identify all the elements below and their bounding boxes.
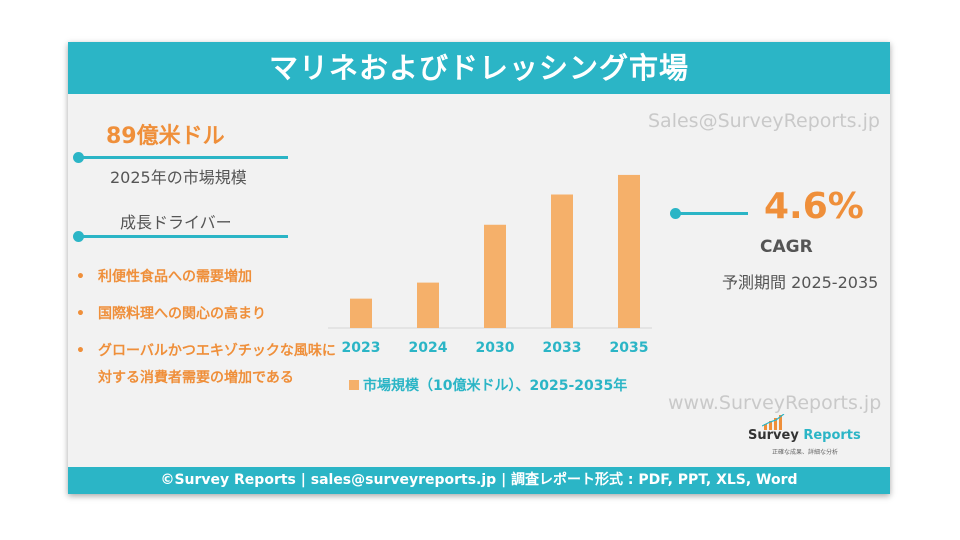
logo-tagline: 正確な成果、詳細な分析 (772, 449, 839, 456)
x-tick-label: 2030 (476, 340, 515, 356)
infographic-card (68, 42, 890, 494)
bar-2023 (350, 298, 372, 328)
driver-item: • グローバルかつエキゾチックな風味に対する消費者需要の増加である (76, 338, 338, 392)
x-tick-label: 2033 (543, 340, 582, 356)
bar-2030 (484, 224, 506, 328)
legend-swatch-icon (349, 380, 359, 390)
market-divider (78, 156, 288, 159)
cagr-dot-icon (670, 208, 681, 219)
logo-name-part2: Reports (803, 428, 861, 443)
page-title: マリネおよびドレッシング市場 (68, 42, 890, 94)
chart-tick-labels: 2023 2024 2030 2033 2035 (342, 340, 649, 356)
market-size-bar-chart: 2023 2024 2030 2033 2035 (328, 174, 652, 356)
driver-text: 利便性食品への需要増加 (98, 269, 252, 285)
chart-legend: 市場規模（10億米ドル）、2025-2035年 (349, 375, 627, 395)
bar-2035 (618, 174, 640, 328)
driver-item: • 利便性食品への需要増加 (76, 264, 338, 291)
legend-label: 市場規模（10億米ドル）、2025-2035年 (363, 378, 628, 394)
bar-2033 (551, 194, 573, 328)
cagr-connector (676, 212, 748, 215)
logo-wordmark: Survey Reports (748, 428, 861, 443)
x-tick-label: 2035 (610, 340, 649, 356)
driver-item: • 国際料理への関心の高まり (76, 301, 338, 328)
driver-text: グローバルかつエキゾチックな風味に対する消費者需要の増加である (98, 343, 336, 386)
driver-text: 国際料理への関心の高まり (98, 306, 266, 322)
survey-reports-logo: Survey Reports 正確な成果、詳細な分析 (748, 414, 868, 460)
chart-bars (350, 174, 640, 328)
cagr-value: 4.6% (764, 186, 864, 227)
driver-list: • 利便性食品への需要増加 • 国際料理への関心の高まり • グローバルかつエキゾチッ… (76, 264, 338, 402)
market-size-label: 2025年の市場規模 (110, 168, 247, 187)
cagr-label: CAGR (760, 237, 813, 257)
forecast-period: 予測期間 2025-2035 (722, 273, 879, 292)
x-tick-label: 2023 (342, 340, 381, 356)
bullet-icon: • (76, 306, 85, 322)
footer-bar: ©Survey Reports | sales@surveyreports.jp… (68, 467, 890, 494)
bullet-icon: • (76, 343, 85, 359)
watermark-email: Sales@SurveyReports.jp (648, 110, 880, 132)
logo-bars-icon (762, 414, 785, 430)
market-size-value: 89億米ドル (106, 124, 225, 149)
bullet-icon: • (76, 269, 85, 285)
x-tick-label: 2024 (409, 340, 448, 356)
drivers-title: 成長ドライバー (120, 213, 232, 232)
drivers-divider (78, 235, 288, 238)
watermark-url: www.SurveyReports.jp (668, 392, 882, 414)
bar-2024 (417, 282, 439, 328)
logo-name-part1: Survey (748, 428, 804, 443)
